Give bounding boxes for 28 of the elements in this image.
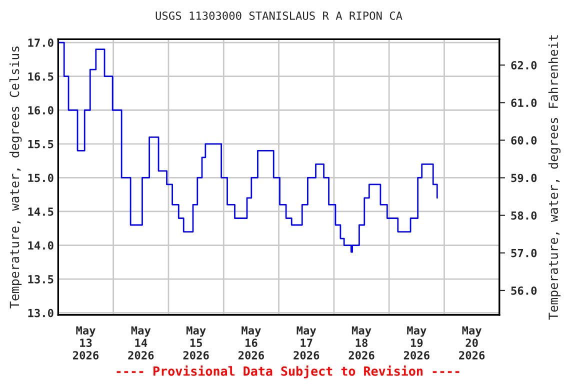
y2-tick-label: 58.0 [511,211,537,220]
y-tick-label: 16.5 [28,72,54,81]
y2-tick-label: 59.0 [511,174,537,182]
y-tick-label: 16.0 [28,106,54,115]
y2-tick-label: 61.0 [511,98,537,108]
y-tick-label: 15.0 [28,174,54,182]
y-tick-label: 13.0 [28,308,54,318]
y2-tick-label: 62.0 [511,61,537,70]
y-axis-title: Temperature, water, degrees Celsius [9,46,22,308]
x-tick-label: May 14 2026 [128,326,154,360]
y2-tick-label: 57.0 [511,248,537,258]
x-tick-label: May 13 2026 [72,326,99,360]
text: ---- Provisional Data Subject to Revision ---- [116,365,460,378]
y-tick-label: 17.0 [28,38,54,47]
x-tick-label: May 20 2026 [459,326,485,360]
y2-axis-title: Temperature, water, degrees Fahrenheit [548,35,561,320]
x-tick-label: May 17 2026 [294,326,320,360]
y-tick-label: 15.5 [28,140,54,148]
y2-tick-label: 60.0 [511,136,537,145]
y-tick-label: 14.5 [28,208,54,216]
x-tick-label: May 15 2026 [183,326,209,360]
y-tick-label: 13.5 [28,275,54,284]
y-tick-label: 14.0 [28,241,54,250]
x-tick-label: May 19 2026 [404,326,430,360]
chart-title: USGS 11303000 STANISLAUS R A RIPON CA [156,11,402,20]
x-tick-label: May 18 2026 [348,326,374,360]
y2-tick-label: 56.0 [511,286,537,295]
x-tick-label: May 16 2026 [238,326,264,360]
